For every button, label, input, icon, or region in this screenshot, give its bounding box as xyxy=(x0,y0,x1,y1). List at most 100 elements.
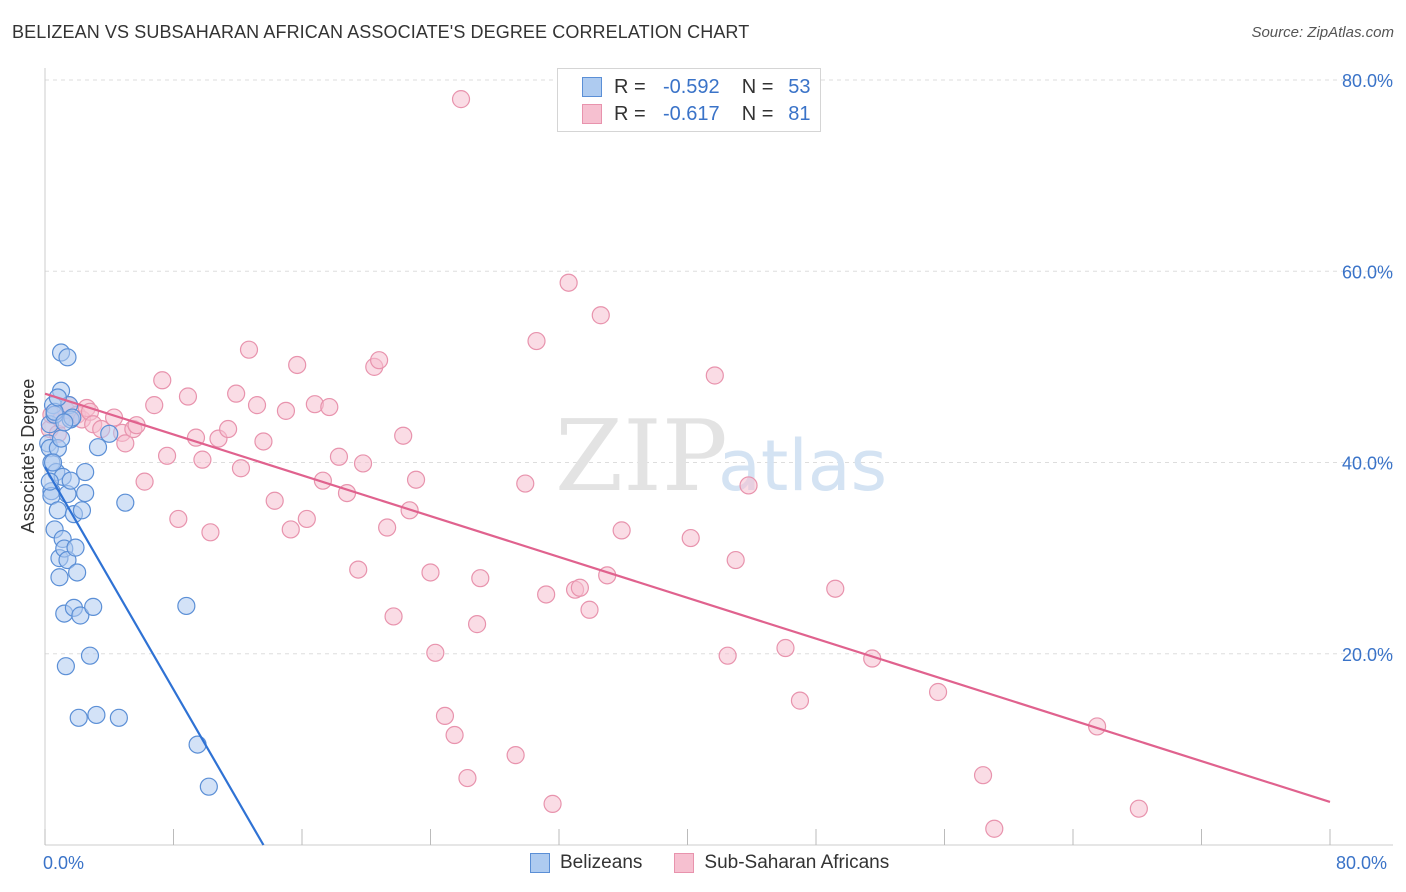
data-point xyxy=(384,607,403,626)
data-point xyxy=(435,706,455,726)
data-point xyxy=(370,351,389,370)
data-point xyxy=(276,401,296,420)
data-point xyxy=(265,491,284,510)
data-point xyxy=(50,568,69,587)
legend-swatch-blue xyxy=(582,77,602,97)
r-label: R = xyxy=(614,75,646,98)
r-value: -0.617 xyxy=(662,102,720,125)
series-legend: Belizeans Sub-Saharan Africans xyxy=(530,852,921,874)
data-point xyxy=(199,777,218,796)
data-point xyxy=(40,472,59,491)
data-point xyxy=(66,538,85,557)
data-point xyxy=(543,794,562,813)
data-point xyxy=(516,474,535,493)
legend-swatch-pink xyxy=(582,104,602,124)
x-min-label: 0.0% xyxy=(43,853,85,873)
data-point xyxy=(157,446,177,465)
y-tick-label: 20.0% xyxy=(1342,645,1393,665)
data-point xyxy=(776,638,795,658)
data-point xyxy=(421,563,440,582)
data-point xyxy=(56,657,75,676)
data-point xyxy=(109,708,128,727)
series-belizean-points xyxy=(39,343,218,796)
data-point xyxy=(76,484,95,503)
watermark: ZIP atlas xyxy=(555,400,887,514)
trend-lines xyxy=(44,392,1331,846)
data-point xyxy=(570,578,589,597)
data-point xyxy=(76,462,95,482)
y-tick-label: 60.0% xyxy=(1342,262,1393,282)
data-point xyxy=(973,766,993,785)
watermark-atlas: atlas xyxy=(718,425,887,507)
data-point xyxy=(116,493,135,512)
n-value: 81 xyxy=(788,102,811,125)
data-point xyxy=(726,550,745,570)
legend-label: Sub-Saharan Africans xyxy=(704,852,890,873)
data-point xyxy=(580,600,599,619)
gridlines xyxy=(45,79,1393,655)
data-point xyxy=(145,396,164,415)
data-point xyxy=(559,273,578,292)
data-point xyxy=(681,528,700,548)
data-point xyxy=(87,705,106,725)
legend-item-belizeans: Belizeans xyxy=(530,852,642,874)
data-point xyxy=(378,518,397,537)
data-point xyxy=(58,348,77,367)
data-point xyxy=(739,476,758,495)
data-point xyxy=(178,387,198,406)
data-point xyxy=(718,646,737,665)
data-point xyxy=(445,725,464,745)
data-point xyxy=(193,450,212,469)
data-point xyxy=(288,355,307,375)
data-point xyxy=(537,585,556,604)
data-point xyxy=(406,470,426,489)
data-point xyxy=(219,419,238,439)
data-point xyxy=(329,447,349,466)
series-sub-saharan-points xyxy=(40,90,1148,838)
legend-swatch-pink xyxy=(674,853,695,873)
legend-label: Belizeans xyxy=(560,852,643,873)
data-point xyxy=(55,413,74,432)
legend-row-belizean: R = -0.592 N = 53 xyxy=(582,74,815,100)
data-point xyxy=(458,768,477,788)
data-point xyxy=(247,396,267,415)
data-point xyxy=(231,459,251,478)
r-value: -0.592 xyxy=(662,75,720,98)
data-point xyxy=(281,520,300,539)
data-point xyxy=(84,597,103,616)
data-point xyxy=(790,691,810,710)
data-point xyxy=(69,708,88,727)
data-point xyxy=(201,523,220,542)
data-point xyxy=(100,424,119,443)
data-point xyxy=(88,438,108,457)
data-point xyxy=(928,682,948,702)
data-point xyxy=(153,371,172,390)
data-point xyxy=(254,432,273,451)
x-max-label: 80.0% xyxy=(1336,853,1388,873)
data-point xyxy=(506,746,525,765)
data-point xyxy=(68,563,87,582)
data-point xyxy=(320,397,339,417)
data-point xyxy=(135,472,154,491)
n-label: N = xyxy=(741,102,774,125)
trend-line-belizean xyxy=(44,466,265,846)
data-point xyxy=(188,735,207,754)
data-point xyxy=(985,819,1004,838)
y-tick-labels: 20.0% 40.0% 60.0% 80.0% xyxy=(1342,71,1393,665)
legend-item-sub-saharan: Sub-Saharan Africans xyxy=(674,852,889,874)
data-point xyxy=(426,643,445,662)
data-point xyxy=(71,606,90,625)
data-point xyxy=(297,509,316,529)
data-point xyxy=(394,426,413,445)
n-value: 53 xyxy=(788,75,811,98)
data-point xyxy=(349,560,368,579)
data-point xyxy=(591,306,610,325)
data-point xyxy=(43,453,63,472)
data-point xyxy=(239,340,259,359)
data-point xyxy=(705,366,724,385)
data-point xyxy=(1087,717,1107,736)
trend-line-sub-saharan xyxy=(44,392,1331,804)
data-point xyxy=(116,434,135,453)
watermark-zip: ZIP xyxy=(555,400,728,514)
